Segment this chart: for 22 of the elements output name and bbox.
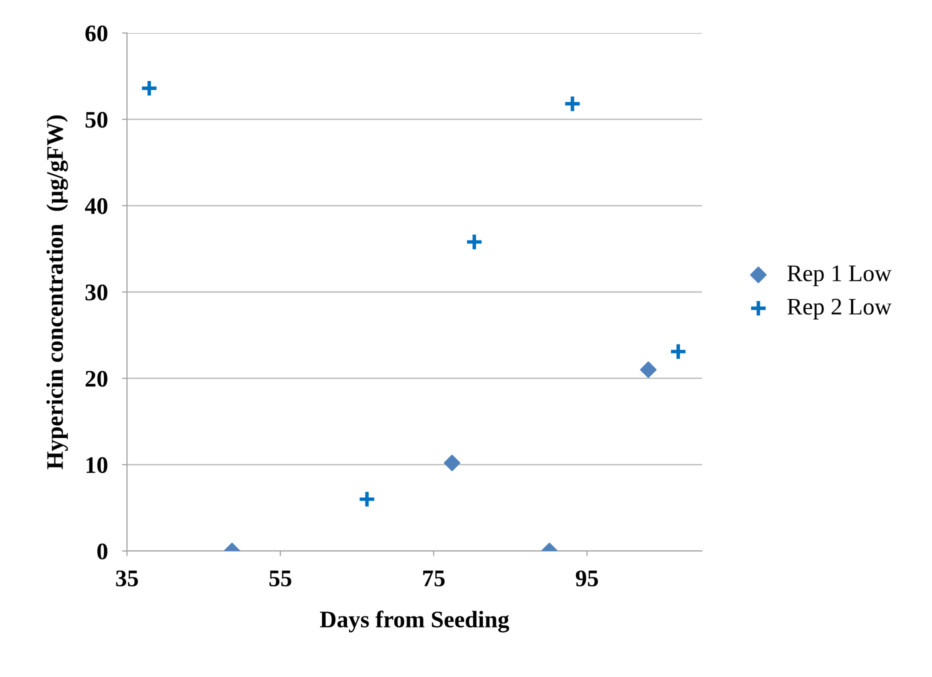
- y-tick-label: 30: [86, 284, 108, 300]
- point: [140, 79, 158, 98]
- y-tick-label: 50: [86, 112, 108, 128]
- legend-label: Rep 2 Low: [787, 298, 892, 320]
- y-tick-label: 0: [97, 543, 108, 560]
- point: [640, 361, 657, 378]
- y-tick-label: 40: [84, 198, 108, 214]
- x-axis-title: Days from Seeding: [320, 610, 510, 632]
- point: [444, 454, 460, 472]
- x-tick-label: 55: [269, 570, 292, 586]
- point: [563, 94, 582, 113]
- point: [465, 232, 484, 251]
- x-tick-label: 75: [423, 570, 445, 586]
- y-tick-label: 20: [86, 370, 108, 387]
- x-tick-label: 35: [116, 570, 138, 586]
- y-tick-label: 10: [86, 457, 108, 474]
- point: [358, 490, 376, 508]
- y-tick-label: 60: [85, 25, 108, 42]
- legend-label: Rep 1 Low: [787, 265, 892, 286]
- point: [669, 342, 688, 361]
- x-tick-label: 95: [576, 570, 598, 586]
- y-axis-title: Hypericin concentration (µg/gFW): [46, 115, 68, 470]
